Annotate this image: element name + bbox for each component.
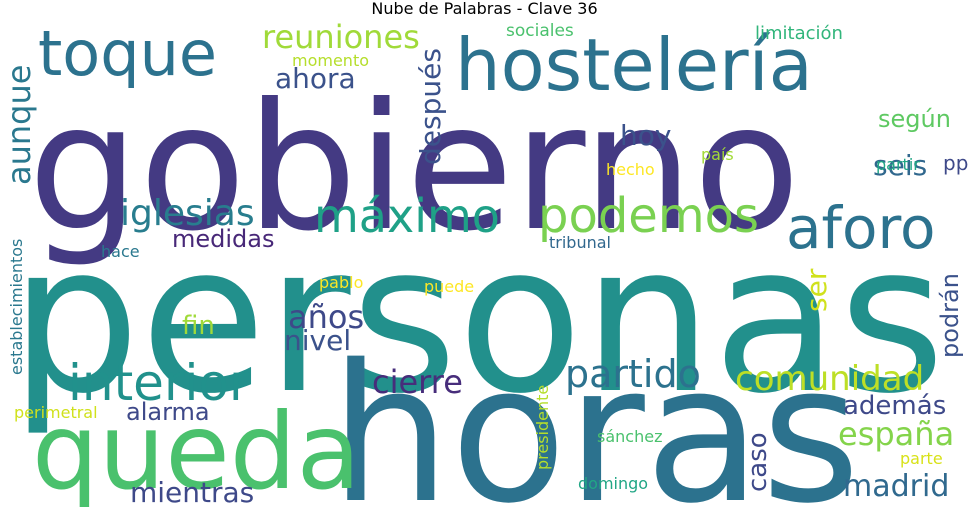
word-hace: hace <box>101 242 140 261</box>
word-queda: queda <box>32 391 361 507</box>
word-hostelería: hostelería <box>455 23 813 107</box>
word-seis: seis <box>873 149 927 182</box>
word-iglesias: iglesias <box>120 193 255 234</box>
word-pablo: pablo <box>319 273 363 292</box>
word-después: después <box>414 48 447 165</box>
word-horas: horas <box>330 324 860 507</box>
word-establecimientos: establecimientos <box>7 239 26 375</box>
word-tribunal: tribunal <box>549 233 611 252</box>
word-según: según <box>878 105 951 133</box>
word-ahora: ahora <box>275 62 356 95</box>
word-caso: caso <box>743 432 773 492</box>
word-ser: ser <box>800 268 833 312</box>
word-mientras: mientras <box>130 476 254 507</box>
word-aforo: aforo <box>786 194 936 262</box>
word-personas: personas <box>10 201 945 439</box>
word-puede: puede <box>424 277 474 296</box>
word-hecho: hecho <box>606 160 655 179</box>
word-domingo: domingo <box>578 474 648 493</box>
word-hoy: hoy <box>620 119 671 152</box>
word-interior: interior <box>68 354 250 412</box>
word-cierre: cierre <box>372 363 463 401</box>
word-españa: españa <box>838 415 954 453</box>
word-además: además <box>843 391 946 421</box>
word-comunidad: comunidad <box>735 359 924 399</box>
word-gobierno: gobierno <box>28 67 800 270</box>
word-podemos: podemos <box>538 188 759 244</box>
word-podrán: podrán <box>936 273 964 358</box>
word-aunque: aunque <box>0 65 38 185</box>
word-perimetral: perimetral <box>14 403 98 422</box>
word-madrid: madrid <box>843 469 949 504</box>
page-title: Nube de Palabras - Clave 36 <box>371 0 598 18</box>
word-sociales: sociales <box>506 21 574 41</box>
word-presidente: presidente <box>533 385 552 470</box>
word-años: años <box>288 298 364 336</box>
word-pp: pp <box>943 151 968 175</box>
word-alarma: alarma <box>126 398 210 426</box>
word-reuniones: reuniones <box>262 18 420 56</box>
word-nivel: nivel <box>284 324 351 357</box>
word-medidas: medidas <box>172 225 275 253</box>
word-sánchez: sánchez <box>597 427 662 446</box>
word-máximo: máximo <box>314 189 500 243</box>
word-momento: momento <box>292 51 369 70</box>
word-partir: partir <box>876 155 920 174</box>
word-partido: partido <box>565 352 701 396</box>
word-limitación: limitación <box>755 23 843 44</box>
word-parte: parte <box>900 449 943 468</box>
word-fin: fin <box>182 311 215 341</box>
word-toque: toque <box>38 17 217 90</box>
word-país: país <box>701 145 734 164</box>
